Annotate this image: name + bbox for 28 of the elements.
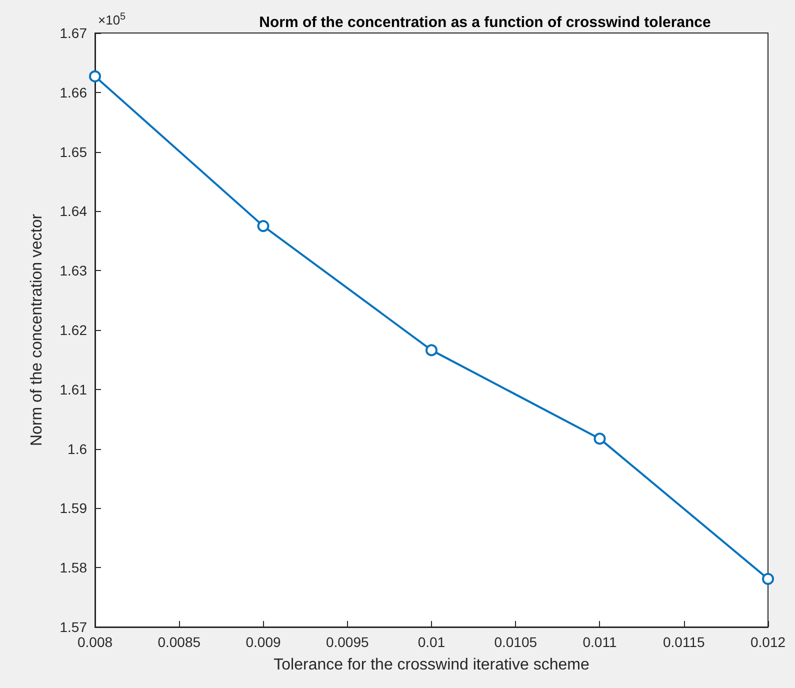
point (594, 432, 606, 445)
x-tick-label: 0.009 (246, 634, 281, 650)
y-tick-label: 1.67 (60, 25, 88, 41)
point (426, 344, 438, 356)
x-axis-title: Tolerance for the crosswind iterative scheme (274, 656, 590, 674)
x-tick-label: 0.008 (77, 634, 113, 650)
x-tick-label: 0.0105 (494, 634, 538, 650)
x-tick-label: 0.01 (418, 634, 446, 650)
point (762, 572, 774, 585)
x-tick-label: 0.012 (750, 634, 786, 650)
point (257, 220, 270, 232)
y-tick-label: 1.59 (60, 500, 88, 516)
x-tick-label: 0.0095 (326, 634, 369, 650)
x-tick-label: 0.0115 (662, 634, 705, 650)
y-tick-label: 1.65 (60, 144, 88, 160)
y-tick-label: 1.6 (68, 440, 88, 457)
point (89, 70, 101, 82)
y-tick-label: 1.66 (60, 84, 88, 100)
y-tick-label: 1.62 (60, 322, 88, 338)
x-tick-label: 0.0085 (158, 634, 201, 650)
y-tick-label: 1.61 (60, 381, 88, 398)
x-tick-label: 0.011 (582, 634, 617, 650)
y-tick-label: 1.58 (60, 560, 88, 576)
y-tick-label: 1.63 (60, 262, 88, 279)
y-tick-label: 1.57 (60, 619, 88, 635)
y-tick-label: 1.64 (60, 203, 88, 220)
y-axis-title: Norm of the concentration vector (28, 213, 46, 446)
chart-title: Norm of the concentration as a function of crosswind tolerance (259, 14, 711, 31)
